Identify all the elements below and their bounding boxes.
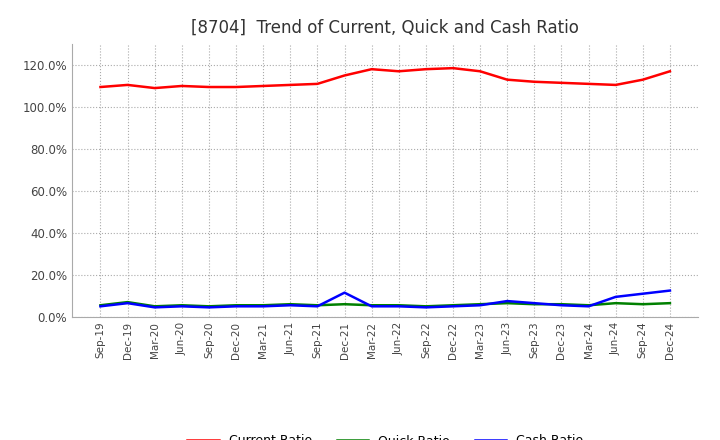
Current Ratio — [557, 80, 566, 85]
Quick Ratio — [557, 301, 566, 307]
Cash Ratio — [259, 304, 268, 309]
Quick Ratio — [611, 301, 620, 306]
Current Ratio — [421, 66, 430, 72]
Quick Ratio — [503, 301, 511, 306]
Quick Ratio — [665, 301, 674, 306]
Cash Ratio — [232, 304, 240, 309]
Quick Ratio — [232, 303, 240, 308]
Cash Ratio — [395, 304, 403, 309]
Current Ratio — [395, 69, 403, 74]
Cash Ratio — [178, 304, 186, 309]
Cash Ratio — [286, 303, 294, 308]
Quick Ratio — [584, 303, 593, 308]
Cash Ratio — [557, 303, 566, 308]
Current Ratio — [584, 81, 593, 87]
Current Ratio — [259, 83, 268, 88]
Quick Ratio — [313, 303, 322, 308]
Line: Current Ratio: Current Ratio — [101, 68, 670, 88]
Cash Ratio — [204, 305, 213, 310]
Current Ratio — [178, 83, 186, 88]
Current Ratio — [96, 84, 105, 90]
Cash Ratio — [665, 288, 674, 293]
Quick Ratio — [96, 303, 105, 308]
Current Ratio — [665, 69, 674, 74]
Cash Ratio — [584, 304, 593, 309]
Quick Ratio — [150, 304, 159, 309]
Current Ratio — [503, 77, 511, 82]
Quick Ratio — [123, 300, 132, 305]
Quick Ratio — [449, 303, 457, 308]
Quick Ratio — [367, 303, 376, 308]
Quick Ratio — [421, 304, 430, 309]
Current Ratio — [639, 77, 647, 82]
Cash Ratio — [449, 304, 457, 309]
Current Ratio — [150, 85, 159, 91]
Cash Ratio — [341, 290, 349, 295]
Current Ratio — [367, 66, 376, 72]
Line: Quick Ratio: Quick Ratio — [101, 302, 670, 306]
Current Ratio — [530, 79, 539, 84]
Quick Ratio — [530, 301, 539, 307]
Quick Ratio — [178, 303, 186, 308]
Cash Ratio — [611, 294, 620, 300]
Cash Ratio — [150, 305, 159, 310]
Current Ratio — [123, 82, 132, 88]
Current Ratio — [232, 84, 240, 90]
Cash Ratio — [530, 301, 539, 306]
Quick Ratio — [286, 301, 294, 307]
Quick Ratio — [204, 304, 213, 309]
Cash Ratio — [503, 298, 511, 304]
Quick Ratio — [476, 301, 485, 307]
Cash Ratio — [313, 304, 322, 309]
Current Ratio — [341, 73, 349, 78]
Current Ratio — [313, 81, 322, 87]
Quick Ratio — [259, 303, 268, 308]
Quick Ratio — [639, 301, 647, 307]
Current Ratio — [286, 82, 294, 88]
Cash Ratio — [639, 291, 647, 297]
Current Ratio — [204, 84, 213, 90]
Current Ratio — [611, 82, 620, 88]
Cash Ratio — [367, 304, 376, 309]
Current Ratio — [476, 69, 485, 74]
Legend: Current Ratio, Quick Ratio, Cash Ratio: Current Ratio, Quick Ratio, Cash Ratio — [182, 429, 588, 440]
Cash Ratio — [421, 305, 430, 310]
Title: [8704]  Trend of Current, Quick and Cash Ratio: [8704] Trend of Current, Quick and Cash … — [192, 19, 579, 37]
Cash Ratio — [123, 301, 132, 306]
Cash Ratio — [96, 304, 105, 309]
Current Ratio — [449, 66, 457, 71]
Cash Ratio — [476, 303, 485, 308]
Quick Ratio — [395, 303, 403, 308]
Line: Cash Ratio: Cash Ratio — [101, 290, 670, 308]
Quick Ratio — [341, 301, 349, 307]
